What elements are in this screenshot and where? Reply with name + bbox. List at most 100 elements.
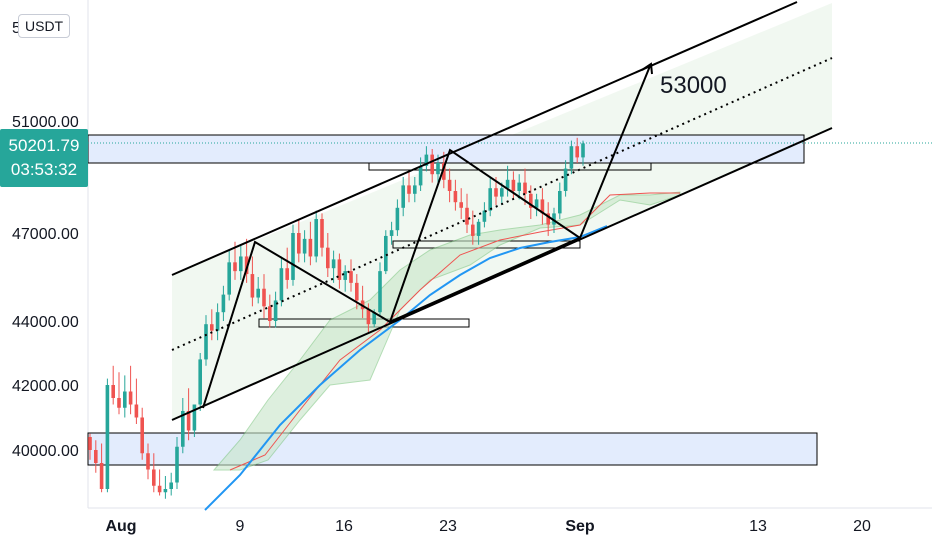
x-tick-label: Sep [565,518,595,535]
candle-body [239,256,243,272]
candle-body [389,230,394,236]
candle-body [256,288,260,298]
candle-body [279,268,284,301]
candle-body [482,210,487,222]
candle-body [227,262,231,295]
y-tick-label: 51000.00 [12,114,79,131]
candle-body [297,233,301,254]
candle-body [291,233,295,280]
candle-body [505,179,510,189]
last-price-value: 50201.79 [8,136,80,155]
candle-body [453,191,458,203]
candle-body [192,404,197,431]
candle-body [326,247,330,269]
last-price-tag: 50201.79 03:53:32 [0,129,88,187]
x-tick-label: 20 [853,518,871,535]
candle-body [558,191,562,214]
candle-body [221,294,226,313]
cloud-edge [229,192,680,471]
x-tick-label: 23 [439,518,457,535]
candle-body [430,154,434,175]
x-tick-label: 9 [236,518,245,535]
channel-upper-line [171,1,798,276]
candle-body [99,463,104,489]
candle-body [494,188,498,197]
candle-body [198,359,202,405]
candle-body [355,282,359,301]
candle-body [459,202,463,208]
candle-body [372,312,376,325]
candle-body [424,154,429,166]
trend-support-line [389,236,581,324]
candle-body [105,385,110,489]
y-tick-label: 42000.00 [12,378,79,395]
candle-body [511,179,516,191]
candle-body [314,219,318,257]
candle-body [308,238,313,257]
candle-body [210,324,214,331]
candle-body [540,199,545,214]
candle-body [343,271,347,280]
x-tick-label: Aug [105,518,136,535]
candle-body [366,309,371,325]
candle-body [581,143,585,158]
candle-body [262,288,266,307]
candle-body [442,163,446,180]
candle-body [163,489,168,493]
moving-average-line [204,225,608,511]
candle-body [233,262,237,272]
candle-body [273,300,278,321]
candle-body [88,437,92,450]
candle-body [94,450,98,463]
candle-body [401,185,405,208]
candle-body [552,213,556,225]
candle-body [471,224,475,236]
candle-body [407,185,411,194]
candle-body [523,182,527,194]
candle-body [215,312,220,331]
candle-body [111,385,115,398]
candle-body [250,274,255,298]
arrow-head [641,62,653,75]
candle-body [117,398,121,408]
candle-body [418,165,423,186]
candle-body [575,146,579,158]
candle-body [349,271,353,283]
support-zone [87,432,818,466]
x-tick-label: 16 [335,518,353,535]
candle-body [413,185,417,194]
x-tick-label: 13 [749,518,767,535]
channel-fill [172,3,832,420]
candle-body [476,221,481,236]
candle-body [447,179,452,191]
candle-body [134,404,139,418]
candle-body [181,411,185,447]
candle-body [331,259,336,269]
resistance-zone [87,134,805,164]
y-tick-label: 47000.00 [12,226,79,243]
candle-body [378,271,382,313]
candle-body [546,213,550,225]
candle-body [436,163,440,175]
candle-body [157,485,162,493]
y-tick-label: 44000.00 [12,314,79,331]
bar-countdown: 03:53:32 [10,160,78,179]
candle-body [534,199,539,208]
zigzag-pattern [202,65,651,409]
candle-body [244,256,249,275]
candle-body [128,391,133,405]
candle-body [140,417,144,454]
channel-lower-line [171,127,833,421]
level-box-1 [368,162,652,171]
currency-badge[interactable]: USDT [18,14,71,38]
candle-body [123,391,127,408]
target-price-label: 53000 [660,72,727,99]
candle-body [465,207,469,225]
candle-body [395,207,400,231]
candle-body [186,411,191,431]
channel-mid-line [171,57,833,351]
candle-body [169,482,173,489]
candle-body [146,453,150,470]
y-tick-label: 40000.00 [12,443,79,460]
